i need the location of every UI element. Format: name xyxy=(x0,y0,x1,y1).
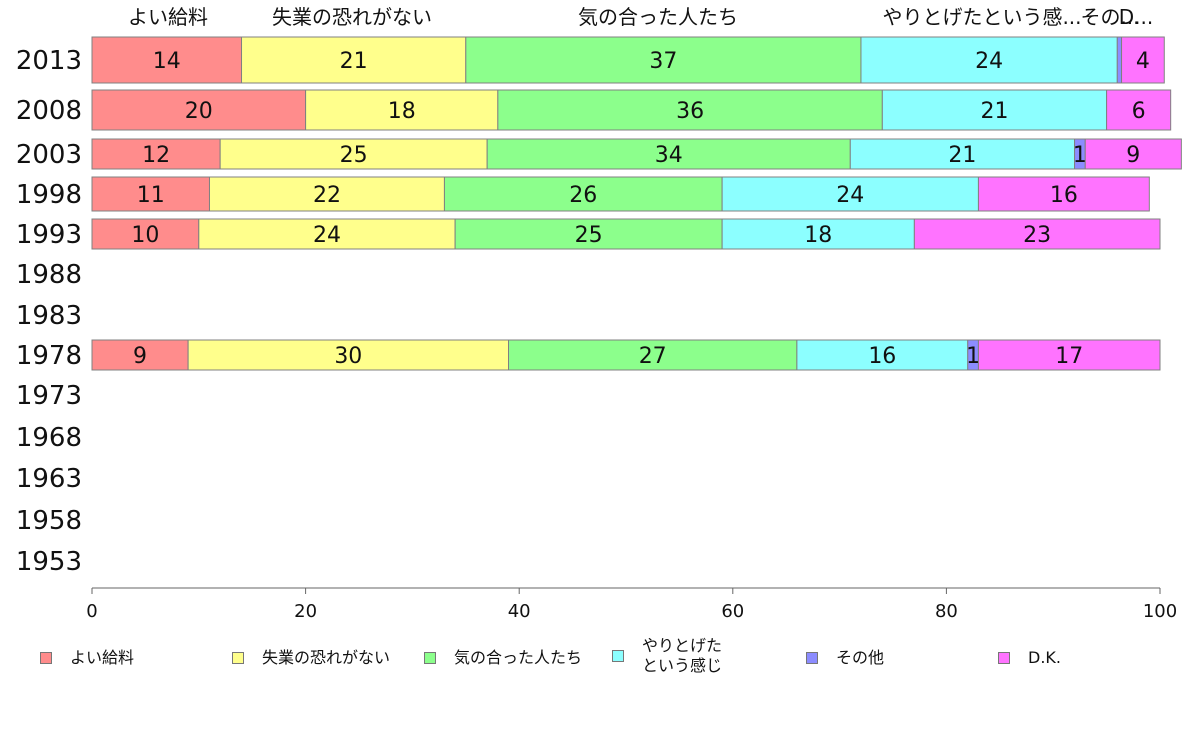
year-label-2013: 2013 xyxy=(16,46,82,76)
x-tick-label-40: 40 xyxy=(508,601,531,622)
top-label-0: よい給料 xyxy=(128,5,208,29)
bar-label-1998-series-2: 26 xyxy=(569,183,597,208)
bar-label-2003-series-4: 1 xyxy=(1073,143,1087,168)
year-label-1978: 1978 xyxy=(16,341,82,371)
bar-label-2008-series-0: 20 xyxy=(185,99,213,124)
bar-1998-series-3 xyxy=(721,176,979,212)
bar-label-2008-series-1: 18 xyxy=(388,99,416,124)
bar-2003-series-2 xyxy=(486,138,851,170)
year-label-1983: 1983 xyxy=(16,301,82,331)
top-label-4: その... xyxy=(1080,5,1139,29)
bar-1998-series-0 xyxy=(91,176,210,212)
bar-2003-series-3 xyxy=(849,138,1076,170)
bar-label-2013-series-2: 37 xyxy=(649,49,677,74)
bar-label-2003-series-5: 9 xyxy=(1126,143,1140,168)
year-label-1953: 1953 xyxy=(16,547,82,577)
year-label-1968: 1968 xyxy=(16,423,82,453)
bar-2008-series-1 xyxy=(305,89,499,131)
bar-label-1993-series-1: 24 xyxy=(313,223,341,248)
bar-label-1998-series-5: 16 xyxy=(1050,183,1078,208)
bar-1978-series-3 xyxy=(796,339,969,371)
bar-label-1978-series-5: 17 xyxy=(1055,344,1083,369)
bar-2008-series-0 xyxy=(91,89,307,131)
bar-label-1998-series-0: 11 xyxy=(137,183,165,208)
year-label-1963: 1963 xyxy=(16,464,82,494)
bar-label-1978-series-4: 1 xyxy=(966,344,980,369)
bar-label-1993-series-3: 18 xyxy=(804,223,832,248)
x-tick-label-0: 0 xyxy=(86,601,97,622)
bar-label-2003-series-2: 34 xyxy=(655,143,683,168)
bar-label-2003-series-3: 21 xyxy=(948,143,976,168)
bar-label-1978-series-0: 9 xyxy=(133,344,147,369)
x-tick-label-20: 20 xyxy=(294,601,317,622)
bar-label-2013-series-0: 14 xyxy=(153,49,181,74)
top-label-3: やりとげたという感... xyxy=(882,5,1081,29)
year-label-2008: 2008 xyxy=(16,96,82,126)
top-label-2: 気の合った人たち xyxy=(578,5,738,29)
bar-1998-series-1 xyxy=(208,176,445,212)
bar-2008-series-5 xyxy=(1106,89,1172,131)
bar-2003-series-5 xyxy=(1084,138,1182,170)
bar-2013-series-2 xyxy=(465,36,862,84)
bar-label-2003-series-1: 25 xyxy=(340,143,368,168)
bar-1993-series-1 xyxy=(198,218,456,250)
year-label-1973: 1973 xyxy=(16,381,82,411)
bar-label-1993-series-5: 23 xyxy=(1023,223,1051,248)
bar-label-2008-series-2: 36 xyxy=(676,99,704,124)
bar-label-1993-series-0: 10 xyxy=(131,223,159,248)
bar-2003-series-1 xyxy=(219,138,488,170)
bar-label-1978-series-2: 27 xyxy=(639,344,667,369)
bar-label-2013-series-1: 21 xyxy=(340,49,368,74)
bar-2008-series-2 xyxy=(497,89,883,131)
bar-label-1978-series-1: 30 xyxy=(334,344,362,369)
top-label-1: 失業の恐れがない xyxy=(272,5,432,29)
bar-2003-series-0 xyxy=(91,138,221,170)
bar-label-1978-series-3: 16 xyxy=(868,344,896,369)
bar-2013-series-3 xyxy=(860,36,1118,84)
bar-label-2003-series-0: 12 xyxy=(142,143,170,168)
bar-label-1998-series-3: 24 xyxy=(836,183,864,208)
bar-label-1998-series-1: 22 xyxy=(313,183,341,208)
bar-1993-series-5 xyxy=(913,218,1161,250)
year-label-1988: 1988 xyxy=(16,260,82,290)
bar-label-1993-series-2: 25 xyxy=(575,223,603,248)
bar-2013-series-4 xyxy=(1116,36,1123,84)
x-tick-label-60: 60 xyxy=(721,601,744,622)
bar-label-2008-series-3: 21 xyxy=(980,99,1008,124)
year-label-1998: 1998 xyxy=(16,180,82,210)
bar-2013-series-0 xyxy=(91,36,243,84)
bar-label-2008-series-5: 6 xyxy=(1132,99,1146,124)
bar-2013-series-5 xyxy=(1121,36,1165,84)
year-label-2003: 2003 xyxy=(16,140,82,170)
year-label-1958: 1958 xyxy=(16,506,82,536)
x-tick-label-80: 80 xyxy=(935,601,958,622)
bar-label-2013-series-3: 24 xyxy=(975,49,1003,74)
bar-1993-series-0 xyxy=(91,218,200,250)
bar-2013-series-1 xyxy=(241,36,467,84)
bar-1993-series-2 xyxy=(454,218,723,250)
bar-1978-series-0 xyxy=(91,339,189,371)
x-tick-label-100: 100 xyxy=(1143,601,1177,622)
bar-1978-series-5 xyxy=(977,339,1161,371)
bar-1998-series-5 xyxy=(977,176,1150,212)
bar-label-2013-series-5: 4 xyxy=(1136,49,1150,74)
bar-2008-series-3 xyxy=(881,89,1108,131)
year-label-1993: 1993 xyxy=(16,220,82,250)
top-label-5: D... xyxy=(1119,5,1153,29)
